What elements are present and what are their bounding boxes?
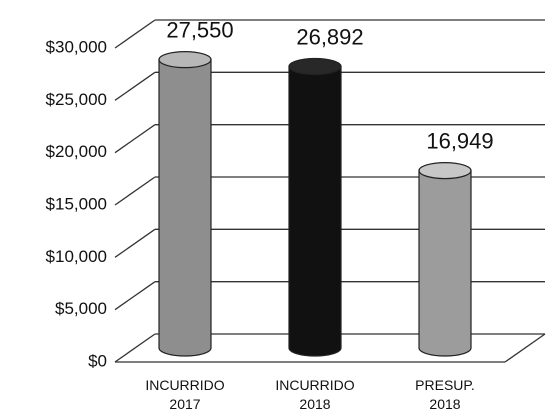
floor-edge — [504, 333, 546, 363]
bar — [158, 59, 212, 357]
bar — [288, 65, 342, 357]
bar-top — [158, 51, 212, 69]
y-tick-label: $30,000 — [46, 37, 107, 56]
y-tick-label: $25,000 — [46, 90, 107, 109]
y-tick-label: $10,000 — [46, 247, 107, 266]
grid-line — [114, 333, 156, 363]
x-tick-label: INCURRIDO 2018 — [275, 377, 354, 412]
y-tick-label: $20,000 — [46, 142, 107, 161]
x-tick-label: INCURRIDO 2017 — [145, 377, 224, 412]
bar — [418, 170, 472, 357]
bar-top — [288, 57, 342, 76]
grid-line — [114, 19, 156, 49]
grid-line — [114, 124, 156, 154]
grid-line — [114, 281, 156, 311]
value-label: 16,949 — [426, 128, 493, 153]
value-label: 27,550 — [166, 17, 233, 42]
value-label: 26,892 — [296, 24, 363, 49]
y-tick-label: $0 — [88, 351, 107, 370]
x-tick-label: PRESUP. 2018 — [415, 377, 475, 412]
grid-line — [114, 71, 156, 101]
y-tick-label: $15,000 — [46, 194, 107, 213]
y-tick-label: $5,000 — [55, 299, 107, 318]
grid-line — [114, 176, 156, 206]
bar-top — [418, 162, 472, 180]
grid-line — [114, 228, 156, 258]
